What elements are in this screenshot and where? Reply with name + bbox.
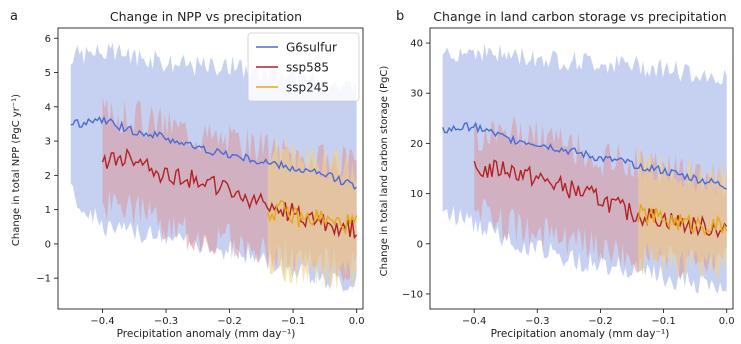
panel-a-title: Change in NPP vs precipitation: [110, 9, 302, 24]
panel-b-xtick-label: −0.3: [525, 316, 549, 327]
panel-a-ytick-label: 0: [45, 239, 51, 250]
panel-a-ytick-label: 4: [45, 102, 51, 113]
panel-b-ytick-label: 30: [410, 89, 423, 100]
panel-b-ytick-label: 20: [410, 139, 423, 150]
panel-a-frame: [57, 27, 364, 310]
panel-b-line-g6sulfur: [441, 121, 727, 190]
panel-b-band-ssp245: [638, 145, 727, 283]
panel-a-ytick-label: −1: [36, 274, 51, 285]
panel-b: b Change in land carbon storage vs preci…: [379, 9, 735, 340]
panel-b-line-ssp245: [637, 204, 728, 236]
panel-b-ytick-label: 40: [410, 39, 423, 50]
panel-b-xtick-label: 0.0: [719, 316, 735, 327]
panel-a-ytick-label: 1: [45, 205, 51, 216]
panel-b-xtick-label: −0.2: [588, 316, 612, 327]
panel-b-line-ssp585: [473, 159, 728, 239]
panel-b-title: Change in land carbon storage vs precipi…: [433, 9, 726, 24]
panel-a-legend: G6sulfur ssp585 ssp245: [247, 32, 360, 102]
legend-label-ssp585: ssp585: [286, 61, 329, 75]
panel-a-ytick-label: 3: [45, 137, 51, 148]
panel-a-marks: [70, 42, 358, 293]
panel-a-line-ssp585: [101, 147, 358, 240]
panel-b-xlabel: Precipitation anomaly (mm day⁻¹): [491, 328, 670, 340]
panel-b-marks: [441, 44, 728, 294]
panel-a-xlabel: Precipitation anomaly (mm day⁻¹): [117, 328, 296, 340]
legend-box: [247, 32, 360, 102]
panel-b-axes: −0.4 −0.3 −0.2 −0.1 0.0 −10 0 10 20 30 40: [402, 27, 735, 327]
panel-a-ylabel: Change in total NPP (PgC yr⁻¹): [11, 94, 22, 246]
panel-b-ylabel: Change in total land carbon storage (PgC…: [379, 66, 390, 277]
panel-b-ytick-label: −10: [402, 289, 423, 300]
panel-a-line-g6sulfur: [70, 115, 357, 190]
panel-b-ytick-label: 0: [417, 239, 423, 250]
panel-b-xtick-label: −0.4: [462, 316, 486, 327]
panel-b-ytick-label: 10: [410, 189, 423, 200]
legend-label-g6sulfur: G6sulfur: [286, 41, 337, 55]
legend-label-ssp245: ssp245: [286, 81, 329, 95]
panel-b-xtick-label: −0.1: [651, 316, 675, 327]
panel-a-ytick-label: 5: [45, 68, 51, 79]
panel-a-line-ssp245: [267, 199, 358, 235]
panel-a-xtick-label: −0.1: [281, 316, 305, 327]
panel-a-xtick-label: −0.3: [154, 316, 178, 327]
panel-a-xtick-label: 0.0: [349, 316, 365, 327]
panel-a-ytick-label: 2: [45, 171, 51, 182]
panel-a: a Change in NPP vs precipitation −0.4 −0.…: [10, 9, 365, 340]
panel-a-xtick-label: −0.2: [217, 316, 241, 327]
panel-a-axes: −0.4 −0.3 −0.2 −0.1 0.0 −1 0 1 2 3 4 5 6: [36, 27, 365, 327]
panel-b-frame: [429, 27, 734, 310]
panel-a-ytick-label: 6: [45, 34, 51, 45]
panel-b-letter: b: [396, 9, 404, 24]
panel-a-xtick-label: −0.4: [90, 316, 114, 327]
panel-a-letter: a: [10, 9, 18, 24]
